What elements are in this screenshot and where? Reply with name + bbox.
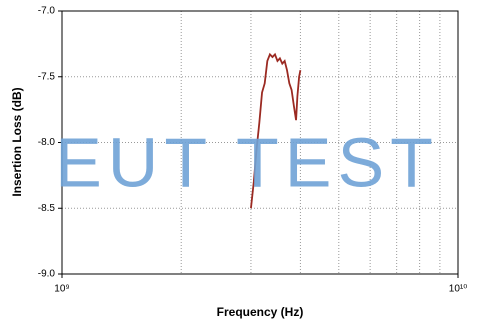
y-tick-label: -8.5 — [38, 203, 56, 214]
x-axis-label: Frequency (Hz) — [217, 305, 304, 319]
y-axis-label: Insertion Loss (dB) — [10, 87, 24, 196]
watermark: EUT TEST — [55, 123, 439, 201]
y-tick-label: -9.0 — [38, 269, 56, 280]
data-line — [250, 52, 302, 209]
x-tick-label: 10⁹ — [54, 284, 69, 295]
y-tick-label: -7.0 — [38, 6, 56, 17]
y-tick-label: -7.5 — [38, 71, 56, 82]
plot-frame — [61, 10, 459, 275]
x-tick-label: 10¹⁰ — [449, 284, 467, 295]
y-tick-label: -8.0 — [38, 137, 56, 148]
